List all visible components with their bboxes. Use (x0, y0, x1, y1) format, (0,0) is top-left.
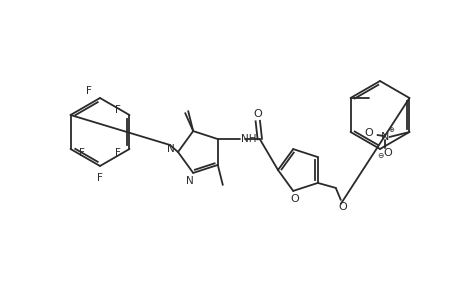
Text: O: O (382, 148, 391, 158)
Text: N: N (186, 176, 194, 186)
Text: O: O (290, 194, 299, 204)
Text: ⊕: ⊕ (388, 127, 393, 133)
Text: NH: NH (241, 134, 256, 144)
Text: O: O (363, 128, 372, 138)
Text: F: F (86, 86, 92, 96)
Text: ⊖: ⊖ (376, 151, 383, 160)
Text: F: F (114, 105, 120, 115)
Text: F: F (78, 148, 84, 158)
Text: O: O (253, 109, 262, 119)
Text: N: N (167, 144, 174, 154)
Text: N: N (381, 132, 389, 142)
Text: F: F (114, 148, 120, 158)
Text: O: O (338, 202, 347, 212)
Text: F: F (97, 173, 103, 183)
